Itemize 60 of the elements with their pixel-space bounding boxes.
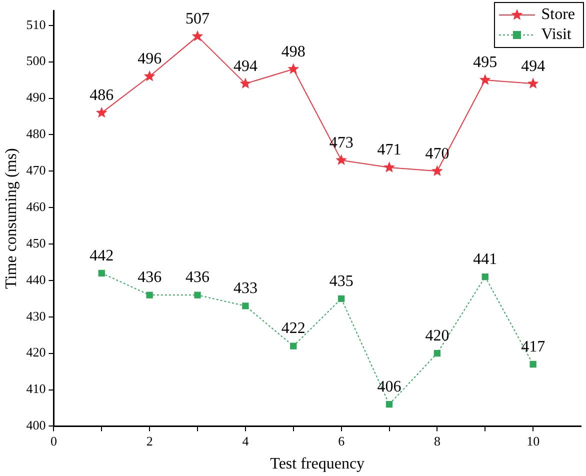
y-tick-label: 410 — [26, 381, 46, 396]
point — [240, 78, 252, 89]
data-label: 495 — [473, 54, 498, 72]
data-label: 494 — [233, 58, 258, 75]
data-label: 420 — [425, 328, 450, 345]
y-tick-label: 450 — [26, 235, 46, 250]
point — [242, 302, 249, 310]
point — [527, 78, 539, 89]
y-tick-label: 500 — [26, 53, 46, 68]
point — [434, 350, 441, 357]
data-label: 433 — [233, 280, 258, 298]
point — [386, 401, 393, 408]
data-label: 436 — [186, 269, 210, 286]
point — [384, 161, 395, 172]
point — [482, 273, 488, 280]
point — [144, 70, 156, 82]
x-tick-label: 0 — [50, 433, 57, 448]
x-tick-label: 10 — [526, 433, 540, 448]
y-tick-label: 470 — [26, 162, 46, 178]
data-label: 471 — [377, 142, 402, 159]
point — [96, 106, 108, 118]
data-label: 507 — [186, 10, 210, 28]
y-tick-label: 420 — [26, 344, 46, 360]
point — [194, 292, 201, 298]
point — [431, 165, 443, 176]
point — [146, 292, 153, 298]
data-label: 422 — [281, 320, 306, 338]
y-tick-label: 400 — [26, 418, 46, 433]
y-axis-title: Time consuming (ms) — [2, 148, 20, 289]
y-tick-label: 430 — [26, 308, 46, 324]
point — [479, 74, 491, 85]
y-tick-label: 480 — [26, 126, 46, 142]
x-tick-label: 2 — [146, 433, 153, 448]
point — [98, 270, 105, 276]
x-axis-title: Test frequency — [270, 456, 365, 473]
data-label: 486 — [90, 87, 114, 104]
legend-label: Visit — [541, 25, 572, 45]
point — [338, 295, 345, 302]
legend-label: Store — [541, 5, 575, 25]
point — [290, 342, 297, 350]
data-label: 436 — [138, 269, 162, 286]
data-label: 441 — [473, 251, 498, 268]
x-tick-label: 6 — [338, 433, 346, 448]
data-label: 417 — [521, 338, 546, 356]
data-label: 406 — [377, 378, 402, 396]
point — [288, 63, 300, 74]
data-label: 494 — [521, 58, 546, 75]
data-label: 496 — [138, 50, 162, 68]
x-tick-label: 4 — [242, 433, 250, 448]
point — [192, 30, 204, 42]
y-tick-label: 460 — [26, 198, 46, 214]
data-label: 498 — [281, 43, 306, 60]
data-label: 435 — [329, 272, 354, 290]
data-label: 442 — [90, 247, 114, 264]
point — [530, 360, 536, 368]
y-tick-label: 440 — [26, 272, 46, 287]
y-tick-label: 510 — [26, 16, 46, 32]
y-tick-label: 490 — [26, 90, 46, 105]
point — [336, 154, 348, 166]
x-tick-label: 8 — [434, 433, 440, 448]
